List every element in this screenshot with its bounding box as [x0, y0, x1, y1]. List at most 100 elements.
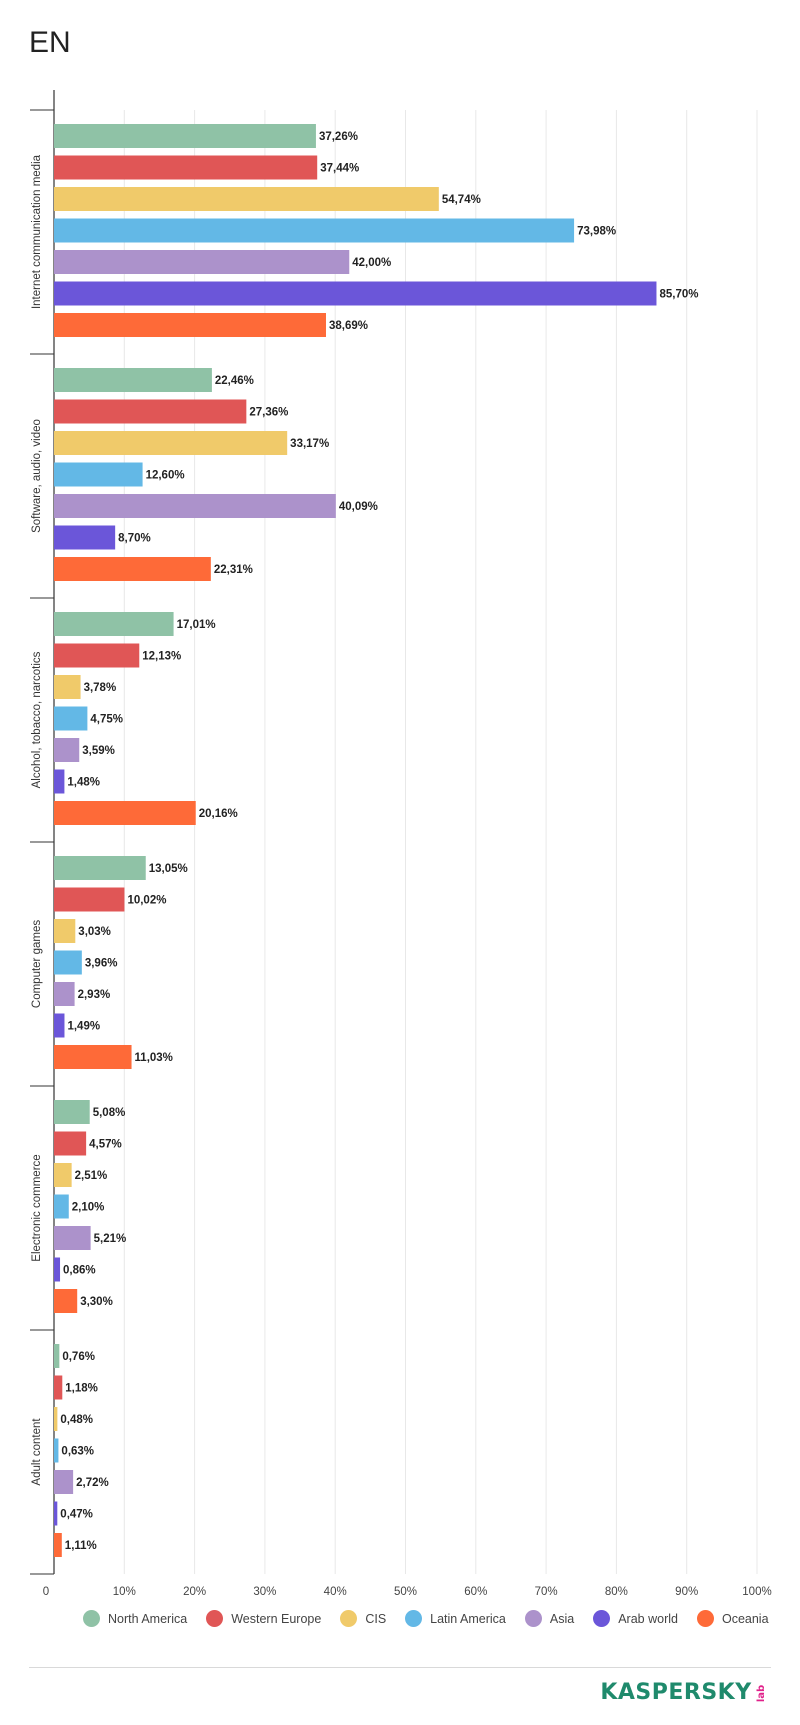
bar [54, 1045, 132, 1069]
x-tick-label: 90% [675, 1586, 698, 1598]
bar [54, 675, 81, 699]
legend-item: Oceania [696, 1610, 769, 1627]
bar [54, 124, 316, 148]
data-label: 12,60% [146, 470, 185, 482]
data-label: 10,02% [127, 895, 166, 907]
legend-label: CIS [365, 1611, 387, 1626]
bar [54, 801, 196, 825]
bar [54, 1407, 58, 1431]
bar [54, 494, 336, 518]
category-label: Computer games [31, 920, 43, 1008]
data-label: 0,47% [60, 1509, 93, 1521]
data-label: 5,08% [93, 1107, 126, 1119]
bar [54, 769, 65, 794]
legend-label: Oceania [721, 1611, 769, 1626]
kaspersky-logo: KASPERSKY lab [600, 1680, 770, 1705]
legend-item: North America [83, 1610, 187, 1627]
x-tick-label: 60% [464, 1586, 487, 1598]
bar [54, 887, 125, 912]
data-label: 1,48% [67, 777, 100, 789]
x-tick-label: 40% [324, 1586, 347, 1598]
bar [54, 1100, 90, 1124]
data-label: 40,09% [339, 501, 378, 513]
data-label: 54,74% [442, 194, 481, 206]
bar [54, 612, 174, 636]
bar [54, 1344, 60, 1368]
data-label: 3,78% [84, 682, 117, 694]
data-label: 85,70% [659, 289, 698, 301]
bar [54, 313, 326, 337]
x-tick-label: 50% [394, 1586, 417, 1598]
data-label: 1,49% [67, 1021, 100, 1033]
legend-label: Western Europe [231, 1611, 322, 1626]
x-tick-label: 70% [535, 1586, 558, 1598]
bar [54, 919, 76, 943]
bar [54, 431, 288, 455]
bar [54, 643, 140, 668]
data-label: 3,03% [78, 926, 111, 938]
data-label: 2,51% [75, 1170, 108, 1182]
data-label: 17,01% [177, 619, 216, 631]
data-label: 3,30% [80, 1296, 113, 1308]
bar [54, 1257, 61, 1282]
data-label: 0,48% [60, 1414, 93, 1426]
data-label: 37,26% [319, 131, 358, 143]
data-label: 11,03% [135, 1052, 173, 1064]
bar [54, 187, 439, 211]
data-label: 20,16% [199, 808, 238, 820]
x-tick-label: 80% [605, 1586, 628, 1598]
data-label: 38,69% [329, 320, 368, 332]
bar-chart: 0 10% 20% 30% 40% 50% 60% 70% 80% 90% 100% Internet… [30, 90, 772, 1598]
data-label: 3,59% [82, 745, 115, 757]
bar [54, 1289, 78, 1313]
chart-legend: North America Western Europe CIS Latin Amer… [83, 1610, 788, 1627]
data-label: 4,57% [89, 1139, 122, 1151]
bar [54, 281, 657, 306]
bar [54, 1533, 62, 1557]
category-label: Electronic commerce [31, 1154, 43, 1261]
bar [54, 856, 146, 880]
bar [54, 706, 88, 731]
category-label: Alcohol, tobacco, narcotics [31, 651, 43, 788]
legend-swatch [405, 1610, 423, 1627]
chart-title: EN [29, 26, 71, 59]
bar [54, 557, 211, 581]
bar [54, 1163, 72, 1187]
bar [54, 1501, 58, 1526]
data-label: 22,31% [214, 564, 253, 576]
bar [54, 525, 116, 550]
x-tick-label: 100% [742, 1586, 771, 1598]
legend-swatch [340, 1610, 358, 1627]
bar [54, 1470, 74, 1494]
bar [54, 1375, 63, 1400]
legend-label: Asia [549, 1611, 575, 1626]
data-label: 73,98% [577, 226, 616, 238]
category-label: Internet communication media [31, 154, 43, 309]
data-label: 3,96% [85, 958, 118, 970]
bar [54, 1131, 87, 1156]
data-label: 2,10% [72, 1202, 105, 1214]
data-label: 0,76% [62, 1351, 95, 1363]
legend-item: Arab world [593, 1610, 678, 1627]
legend-swatch [696, 1610, 714, 1627]
bar [54, 1438, 59, 1463]
data-label: 0,86% [63, 1265, 96, 1277]
legend-item: CIS [340, 1610, 386, 1627]
bar [54, 950, 82, 975]
bar [54, 250, 350, 274]
legend-swatch [524, 1610, 542, 1627]
data-label: 33,17% [290, 438, 329, 450]
data-label: 42,00% [352, 257, 391, 269]
data-label: 12,13% [142, 651, 181, 663]
category-label: Software, audio, video [31, 419, 43, 533]
data-label: 22,46% [215, 375, 254, 387]
logo-sub: lab [755, 1684, 767, 1703]
bar [54, 155, 318, 180]
bar [54, 399, 247, 424]
legend-item: Western Europe [206, 1610, 321, 1627]
bar [54, 982, 75, 1006]
data-label: 4,75% [90, 714, 123, 726]
legend-label: North America [108, 1611, 188, 1626]
bar [54, 368, 212, 392]
bar [54, 462, 143, 487]
